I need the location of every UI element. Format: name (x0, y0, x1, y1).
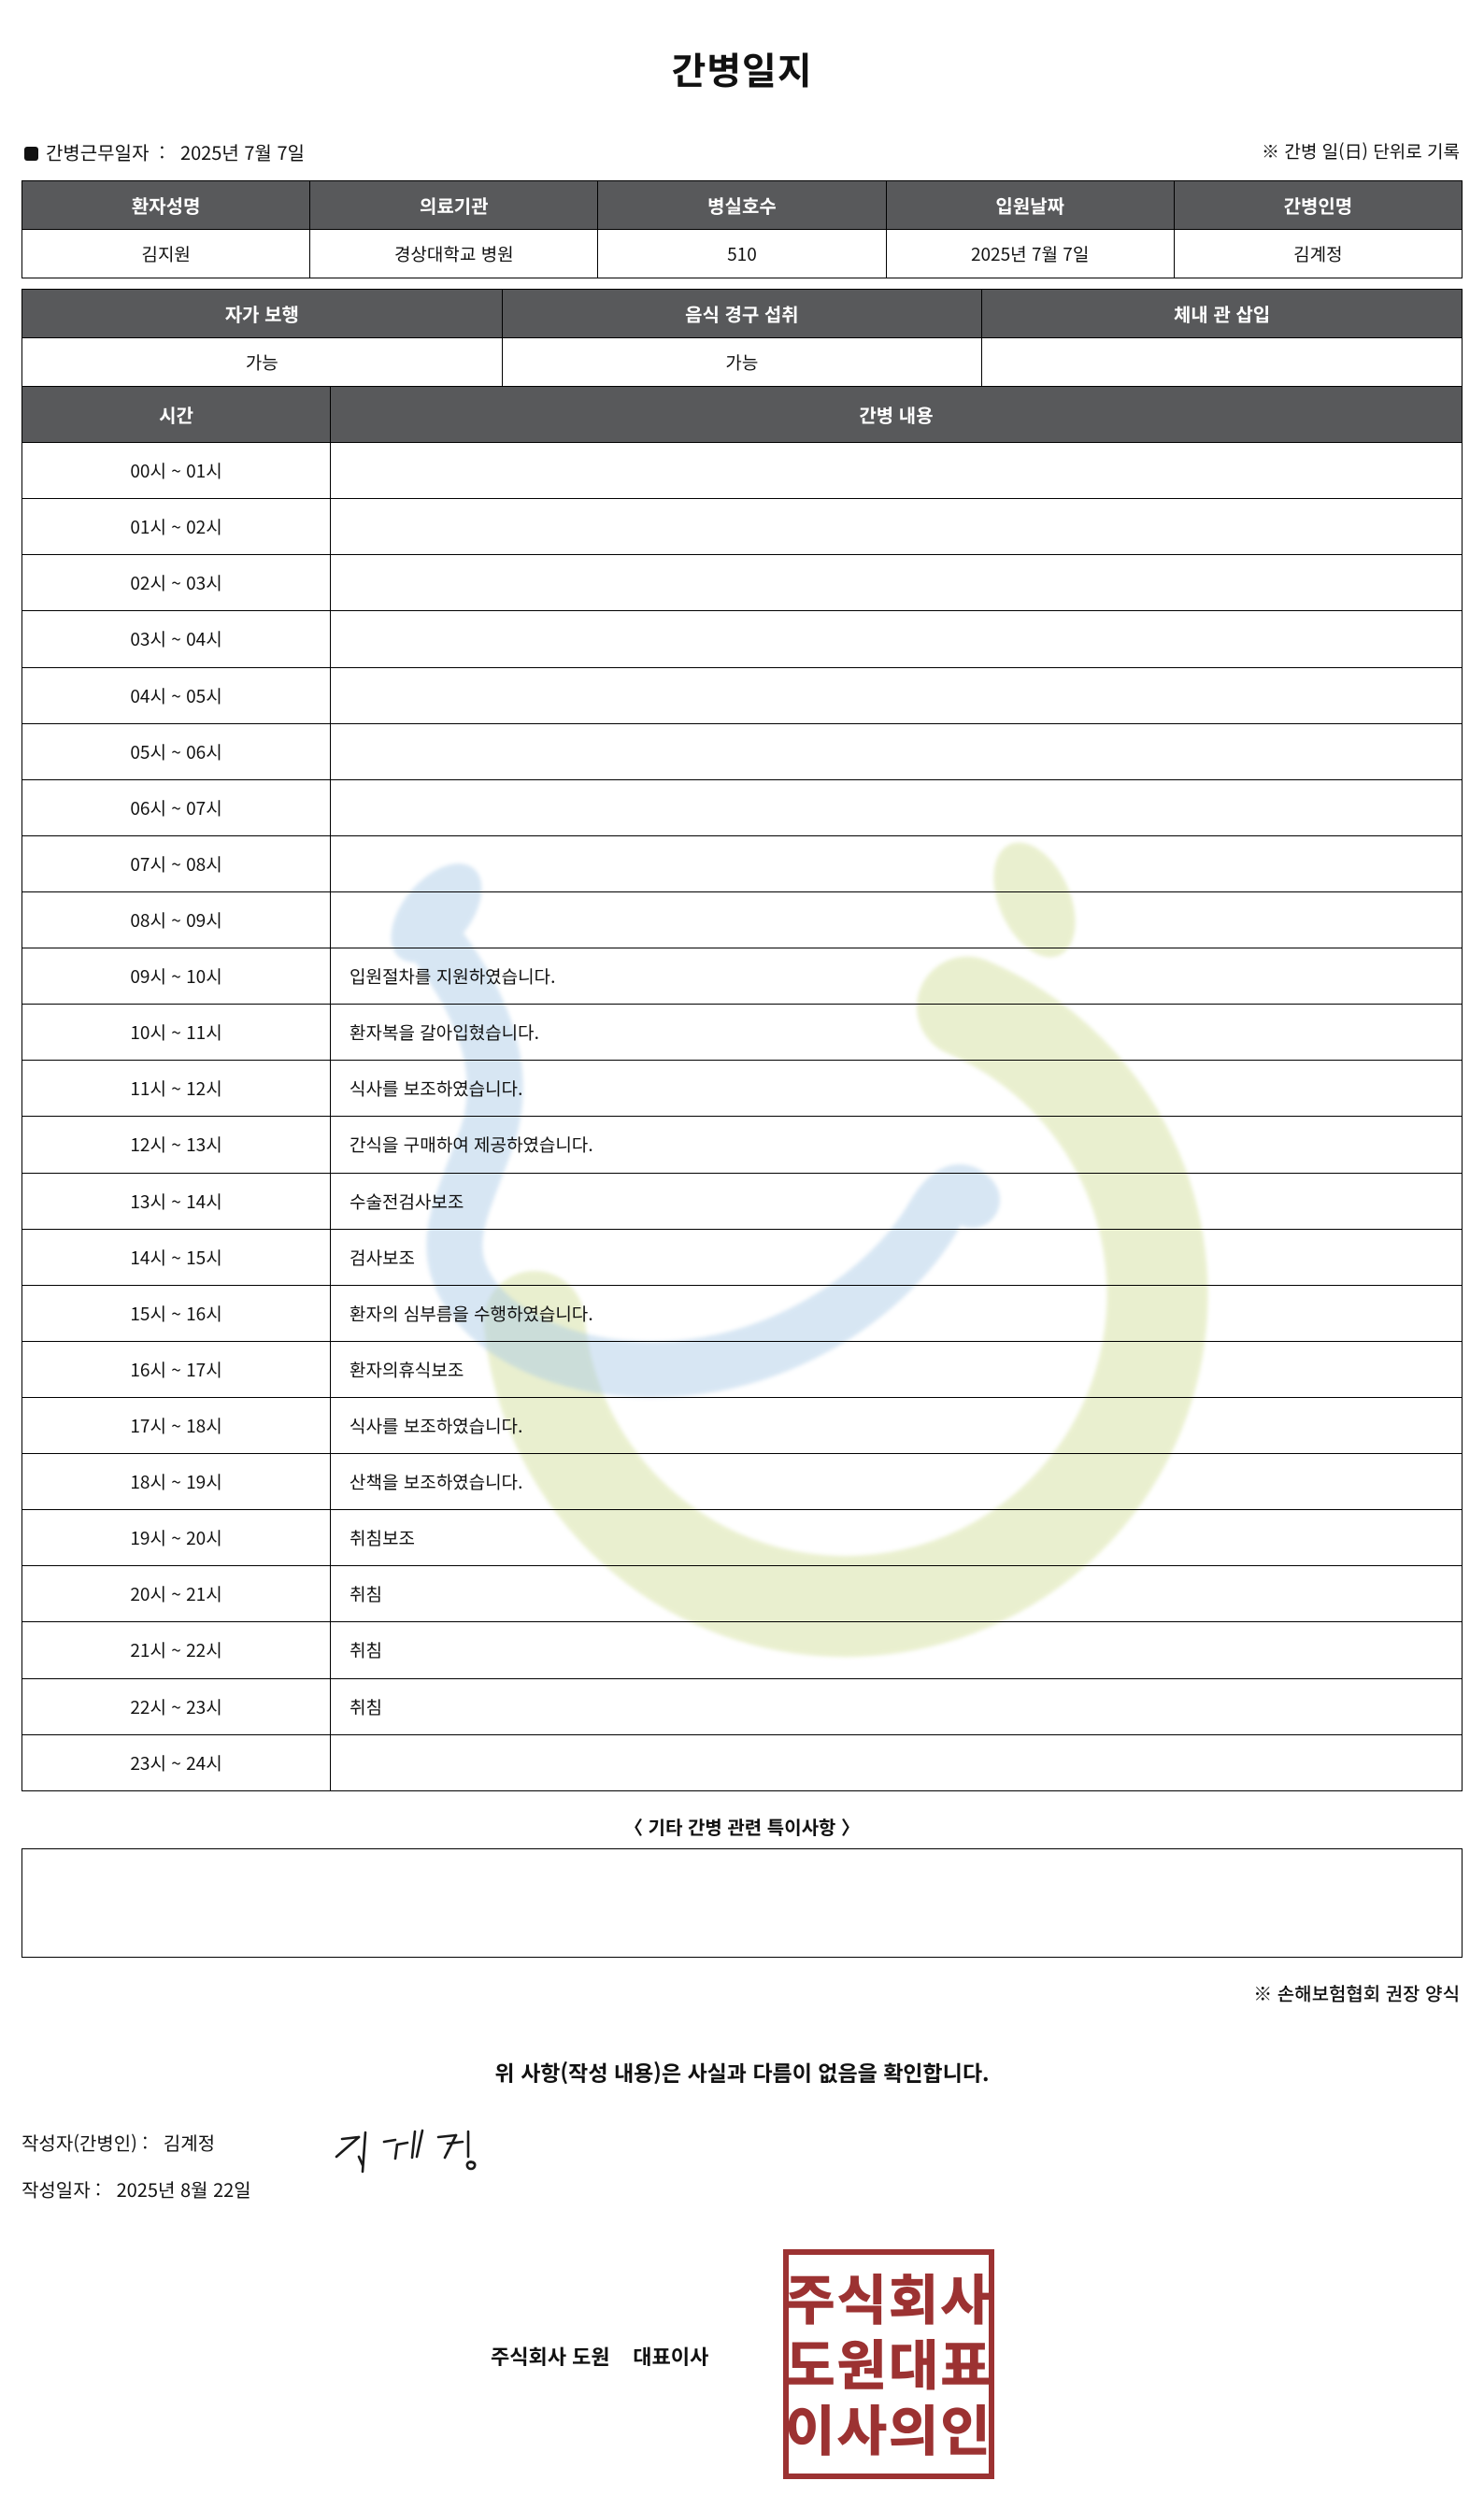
svg-text:이사의인: 이사의인 (785, 2388, 992, 2466)
